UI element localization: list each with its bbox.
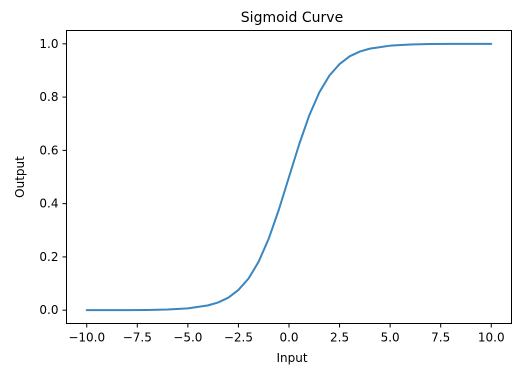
x-tick-label: −7.5 (123, 331, 152, 345)
y-tick-label: 0.6 (39, 143, 58, 157)
y-tick-label: 0.0 (39, 303, 58, 317)
y-axis-label: Output (13, 156, 27, 198)
chart-title: Sigmoid Curve (241, 10, 343, 26)
y-tick-label: 0.2 (39, 250, 58, 264)
x-axis-label: Input (276, 351, 307, 365)
x-tick-label: 0.0 (279, 331, 298, 345)
y-axis-ticks: 0.0 0.2 0.4 0.6 0.8 1.0 (39, 37, 67, 317)
y-tick-label: 0.4 (39, 197, 58, 211)
x-tick-label: −2.5 (224, 331, 253, 345)
plot-area (85, 42, 493, 312)
y-tick-label: 0.8 (39, 90, 58, 104)
x-tick-label: 7.5 (431, 331, 450, 345)
x-tick-label: −5.0 (173, 331, 202, 345)
y-tick-label: 1.0 (39, 37, 58, 51)
x-tick-label: 5.0 (381, 331, 400, 345)
series-line-0 (85, 42, 493, 312)
x-tick-label: −10.0 (68, 331, 105, 345)
x-axis-ticks: −10.0 −7.5 −5.0 −2.5 0.0 2.5 5.0 7.5 10.0 (68, 323, 505, 345)
x-tick-label: 10.0 (478, 331, 505, 345)
x-tick-label: 2.5 (330, 331, 349, 345)
